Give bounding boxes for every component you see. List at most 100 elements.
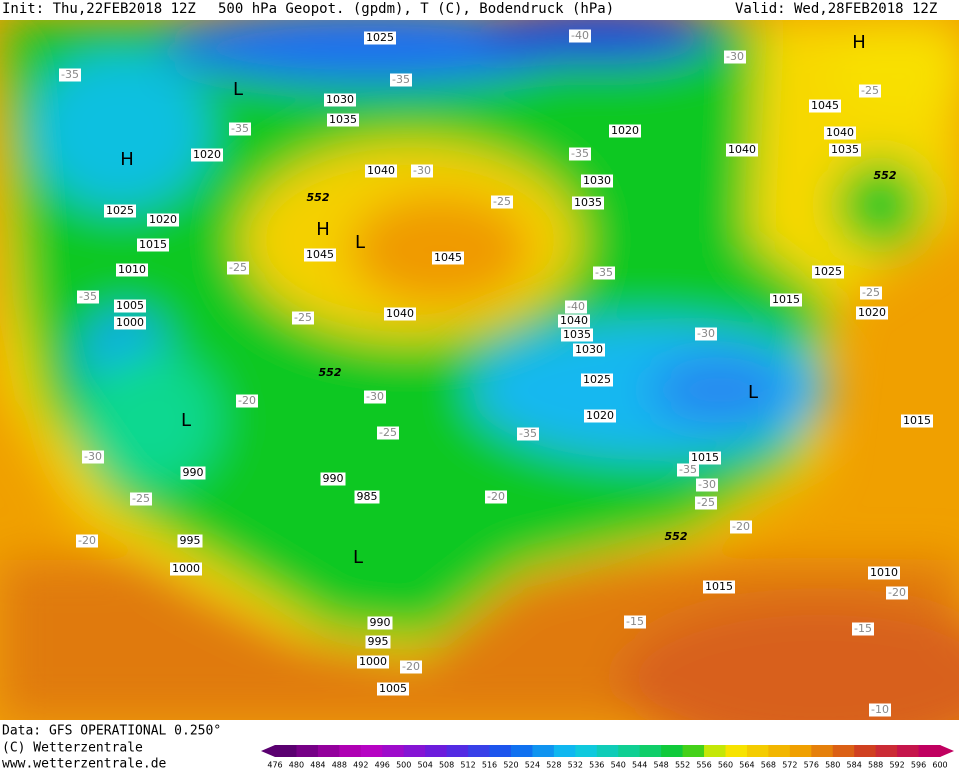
fields-text: 500 hPa Geopot. (gpdm), T (C), Bodendruc…: [218, 1, 614, 17]
colorbar-label: 500: [396, 761, 411, 770]
isobar-label-box: [812, 265, 844, 279]
colorbar-cell: [789, 745, 812, 757]
temperature-label: -35: [392, 73, 410, 86]
colorbar-label: 536: [589, 761, 604, 770]
isobar-label-box: [364, 31, 396, 45]
isobar-label-box: [432, 251, 464, 265]
temperature-label-box: [130, 492, 152, 506]
temperature-label-box: [565, 300, 587, 314]
colorbar-cell: [682, 745, 705, 757]
temperature-label: -35: [231, 122, 249, 135]
isobar-label-box: [104, 204, 136, 218]
isobar-label: 1010: [870, 566, 898, 579]
isobar-label: 1040: [367, 164, 395, 177]
temperature-label: -25: [132, 492, 150, 505]
temperature-label-box: [400, 660, 422, 674]
map-background: [0, 20, 959, 720]
colorbar-label: 568: [761, 761, 776, 770]
temperature-label-box: [377, 426, 399, 440]
colorbar-label: 540: [611, 761, 626, 770]
isobar-label: 995: [180, 534, 201, 547]
isobar-label: 1020: [193, 148, 221, 161]
temperature-label: -35: [519, 427, 537, 440]
isobar-label-box: [824, 126, 856, 140]
isobar-label: 1030: [575, 343, 603, 356]
colorbar-cell: [875, 745, 898, 757]
isobar-label: 1000: [359, 655, 387, 668]
temperature-label: -15: [626, 615, 644, 628]
colorbar-cell: [918, 745, 941, 757]
valid-text: Valid: Wed,28FEB2018 12Z: [735, 1, 937, 17]
colorbar-cell: [339, 745, 362, 757]
isobar-label: 1025: [814, 265, 842, 278]
colorbar-cell: [275, 745, 297, 757]
temperature-label: -25: [697, 496, 715, 509]
temperature-label: -20: [238, 394, 256, 407]
colorbar-cell: [532, 745, 555, 757]
colorbar-label: 512: [460, 761, 475, 770]
colorbar-label: 508: [439, 761, 454, 770]
colorbar-label: 600: [932, 761, 947, 770]
isobar-label: 1030: [326, 93, 354, 106]
colorbar-label: 524: [525, 761, 540, 770]
isobar-label-box: [324, 93, 356, 107]
temperature-label: -20: [888, 586, 906, 599]
isobar-label-box: [365, 635, 391, 649]
isobar-label-box: [809, 99, 841, 113]
colorbar-cell: [296, 745, 319, 757]
isobar-label-box: [584, 409, 616, 423]
isobar-label: 995: [368, 635, 389, 648]
isobar-label-box: [609, 124, 641, 138]
isobar-label: 1035: [831, 143, 859, 156]
temperature-label: -20: [78, 534, 96, 547]
temperature-label-box: [677, 463, 699, 477]
isobar-label-box: [856, 306, 888, 320]
isobar-label-box: [327, 113, 359, 127]
isobar-label: 1015: [772, 293, 800, 306]
colorbar-label: 596: [911, 761, 926, 770]
temperature-label: -25: [379, 426, 397, 439]
colorbar-cell: [317, 745, 340, 757]
colorbar-label: 552: [675, 761, 690, 770]
isobar-label: 1020: [149, 213, 177, 226]
isobar-label-box: [726, 143, 758, 157]
isobar-label-box: [114, 316, 146, 330]
colorbar-label: 556: [696, 761, 711, 770]
colorbar-label: 528: [546, 761, 561, 770]
isobar-label-box: [367, 616, 393, 630]
isobar-label: 1035: [329, 113, 357, 126]
temperature-label: -25: [861, 84, 879, 97]
website: www.wetterzentrale.de: [2, 757, 167, 770]
isobar-label: 1045: [306, 248, 334, 261]
isobar-label: 1045: [811, 99, 839, 112]
temperature-label-box: [227, 261, 249, 275]
colorbar-label: 588: [868, 761, 883, 770]
isobar-label-box: [703, 580, 735, 594]
temperature-label: -20: [487, 490, 505, 503]
isobar-label-box: [180, 466, 206, 480]
temperature-label: -30: [698, 478, 716, 491]
temperature-label-box: [411, 164, 433, 178]
colorbar-label: 516: [482, 761, 497, 770]
isobar-label-box: [191, 148, 223, 162]
isobar-label-box: [177, 534, 203, 548]
colorbar-cell: [661, 745, 684, 757]
temperature-label-box: [852, 622, 874, 636]
temperature-label-box: [869, 703, 891, 717]
colorbar-cell: [446, 745, 469, 757]
isobar-label: 1000: [116, 316, 144, 329]
isobar-label: 1015: [903, 414, 931, 427]
temperature-label-box: [593, 266, 615, 280]
colorbar-label: 560: [718, 761, 733, 770]
isobar-label-box: [114, 299, 146, 313]
temperature-label: -35: [79, 290, 97, 303]
isobar-label: 1045: [434, 251, 462, 264]
temperature-label-box: [485, 490, 507, 504]
isobar-label-box: [137, 238, 169, 252]
temperature-label-box: [517, 427, 539, 441]
isobar-label-box: [304, 248, 336, 262]
temperature-label-box: [229, 122, 251, 136]
isobar-label-box: [572, 196, 604, 210]
pressure-center: L: [748, 382, 758, 403]
